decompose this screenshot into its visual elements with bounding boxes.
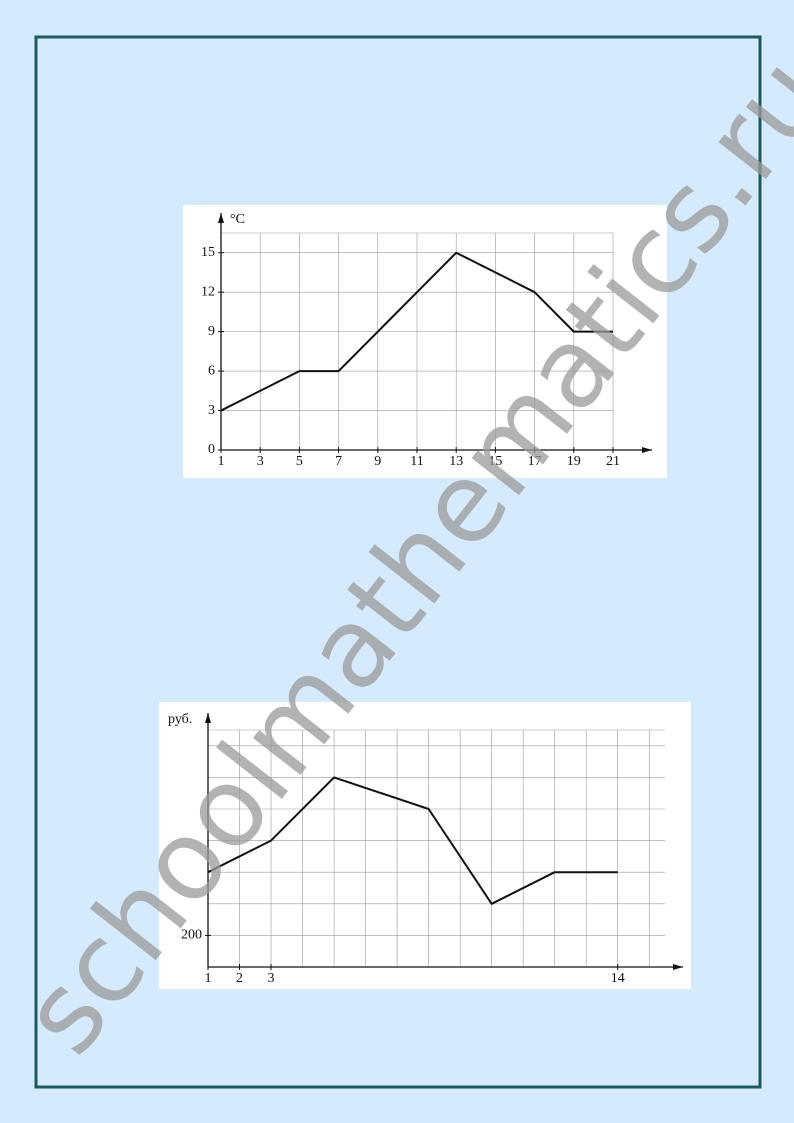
chart-background bbox=[159, 702, 691, 989]
y-tick-label: 3 bbox=[208, 403, 215, 418]
y-tick-label: 15 bbox=[201, 245, 215, 260]
y-axis-label: °C bbox=[230, 212, 245, 227]
chart-background bbox=[183, 205, 667, 478]
chart: руб. 1 2 3 14 200 bbox=[159, 702, 691, 989]
y-tick-label: 0 bbox=[208, 442, 215, 457]
x-tick-label: 1 bbox=[205, 971, 212, 986]
x-tick-label: 9 bbox=[374, 454, 381, 469]
y-arrow bbox=[218, 213, 224, 223]
x-arrow bbox=[673, 964, 683, 970]
y-tick-label: 12 bbox=[201, 284, 215, 299]
y-tick-label: 6 bbox=[208, 363, 215, 378]
x-tick-label: 19 bbox=[567, 454, 581, 469]
y-arrow bbox=[205, 713, 211, 723]
data-line bbox=[220, 251, 613, 412]
y-tick-label: 9 bbox=[208, 324, 215, 339]
data-line bbox=[207, 776, 618, 905]
x-tick-label: 11 bbox=[410, 454, 423, 469]
x-tick-label: 1 bbox=[218, 454, 225, 469]
x-tick-label: 3 bbox=[268, 971, 275, 986]
x-arrow bbox=[642, 447, 652, 453]
x-tick-label: 13 bbox=[449, 454, 463, 469]
x-tick-label: 7 bbox=[335, 454, 342, 469]
page-border bbox=[34, 35, 762, 1089]
x-tick-label: 14 bbox=[611, 971, 625, 986]
x-tick-label: 17 bbox=[528, 454, 542, 469]
x-tick-label: 15 bbox=[488, 454, 502, 469]
x-tick-label: 3 bbox=[257, 454, 264, 469]
x-tick-label: 21 bbox=[606, 454, 620, 469]
y-tick-label: 200 bbox=[181, 928, 202, 943]
x-tick-label: 5 bbox=[296, 454, 303, 469]
y-axis-label: руб. bbox=[168, 712, 192, 727]
x-tick-label: 2 bbox=[236, 971, 243, 986]
